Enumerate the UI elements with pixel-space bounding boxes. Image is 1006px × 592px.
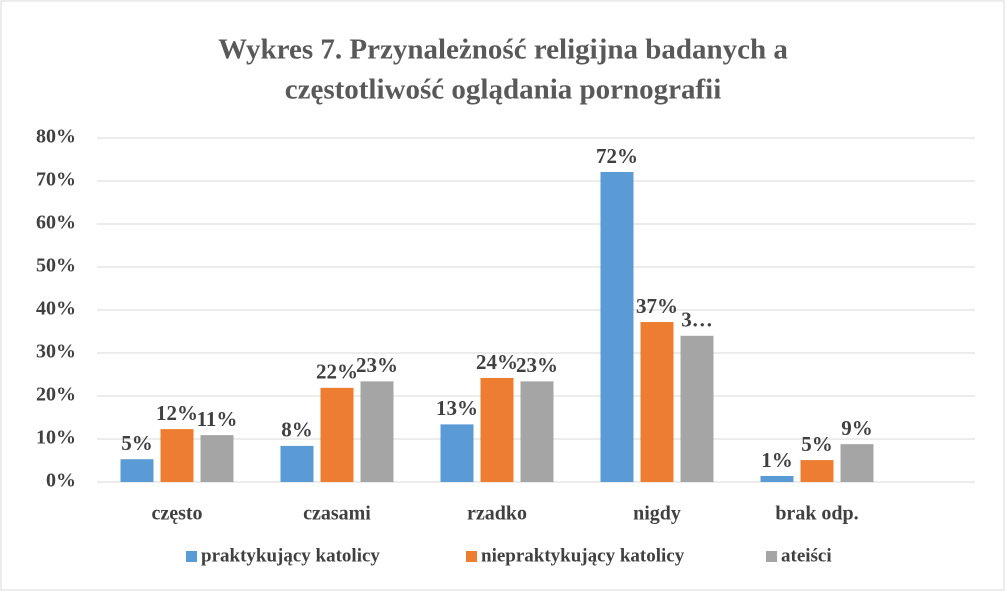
bar bbox=[360, 381, 394, 482]
y-tick-label: 20% bbox=[36, 384, 76, 406]
data-label: 9% bbox=[841, 416, 873, 440]
data-label: 37% bbox=[636, 294, 678, 318]
data-label: 8% bbox=[281, 418, 313, 442]
y-tick-label: 50% bbox=[36, 255, 76, 277]
bar bbox=[520, 381, 554, 482]
y-tick-label: 30% bbox=[36, 341, 76, 363]
bar bbox=[200, 435, 234, 482]
y-tick-label: 0% bbox=[46, 470, 76, 492]
y-tick-label: 40% bbox=[36, 298, 76, 320]
legend-swatch bbox=[766, 551, 777, 562]
bar bbox=[680, 335, 714, 482]
bar bbox=[600, 171, 634, 482]
data-label: 24% bbox=[476, 350, 518, 374]
legend-swatch bbox=[466, 551, 477, 562]
legend-label: praktykujący katolicy bbox=[201, 545, 380, 566]
bar bbox=[480, 377, 514, 482]
x-tick-label: często bbox=[151, 503, 202, 525]
data-label: 23% bbox=[356, 353, 398, 377]
bar bbox=[280, 445, 314, 482]
y-tick-label: 70% bbox=[36, 169, 76, 191]
data-label: 72% bbox=[596, 144, 638, 168]
bar bbox=[440, 424, 474, 482]
data-label: 12% bbox=[156, 401, 198, 425]
y-tick-label: 10% bbox=[36, 427, 76, 449]
bar bbox=[160, 429, 194, 482]
data-label: 5% bbox=[121, 431, 153, 455]
legend-label: ateiści bbox=[781, 545, 832, 566]
bar bbox=[320, 387, 354, 482]
chart-title: częstotliwość oglądania pornografii bbox=[285, 74, 722, 106]
x-tick-label: nigdy bbox=[633, 503, 681, 525]
bar bbox=[800, 460, 834, 482]
x-tick-label: brak odp. bbox=[775, 503, 858, 525]
bar bbox=[640, 322, 674, 482]
x-tick-label: czasami bbox=[303, 503, 371, 525]
x-tick-label: rzadko bbox=[467, 503, 527, 525]
y-tick-label: 60% bbox=[36, 212, 76, 234]
data-label: 1% bbox=[761, 448, 793, 472]
data-label: 11% bbox=[197, 407, 238, 431]
bar bbox=[760, 475, 794, 482]
chart-title: Wykres 7. Przynależność religijna badany… bbox=[218, 34, 788, 66]
bar bbox=[120, 459, 154, 482]
data-label: 3… bbox=[681, 308, 713, 332]
data-label: 13% bbox=[436, 396, 478, 420]
bar bbox=[840, 444, 874, 482]
legend-label: niepraktykujący katolicy bbox=[481, 545, 685, 566]
data-label: 22% bbox=[316, 360, 358, 384]
data-label: 5% bbox=[801, 432, 833, 456]
data-label: 23% bbox=[516, 353, 558, 377]
y-tick-label: 80% bbox=[36, 126, 76, 148]
legend-swatch bbox=[186, 551, 197, 562]
